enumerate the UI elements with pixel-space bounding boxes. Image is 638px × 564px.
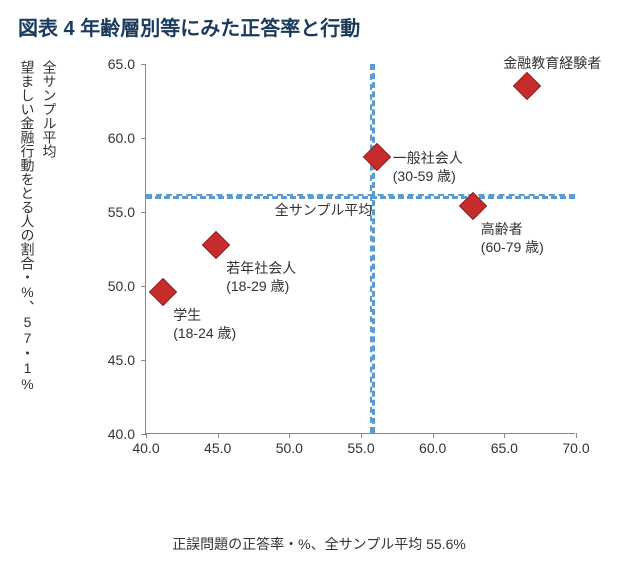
data-point-label-main: 学生 (173, 306, 236, 324)
data-point-label-main: 若年社会人 (226, 259, 296, 277)
data-point-label-main: 金融教育経験者 (503, 54, 601, 72)
y-tick (141, 360, 146, 361)
data-point-label: 学生(18-24 歳) (173, 306, 236, 342)
x-axis-label: 正誤問題の正答率・%、全サンプル平均 55.6% (0, 534, 638, 554)
data-point-marker (202, 230, 230, 258)
x-tick (504, 433, 505, 438)
y-axis-label-line2: 全サンプル平均 (40, 60, 58, 158)
reference-label: 全サンプル平均 (275, 200, 373, 220)
x-tick-label: 70.0 (553, 440, 599, 456)
y-tick-label: 45.0 (85, 352, 135, 368)
reference-line-horizontal (146, 194, 575, 199)
data-point-label: 金融教育経験者 (503, 54, 601, 72)
reference-line-vertical (370, 64, 375, 433)
y-tick (141, 286, 146, 287)
data-point-label-sub: (30-59 歳) (393, 167, 463, 185)
data-point-label-main: 一般社会人 (393, 149, 463, 167)
x-tick (289, 433, 290, 438)
data-point-label: 高齢者(60-79 歳) (481, 220, 544, 256)
y-tick-label: 50.0 (85, 278, 135, 294)
y-tick (141, 138, 146, 139)
x-tick-label: 65.0 (481, 440, 527, 456)
data-point-label-sub: (60-79 歳) (481, 238, 544, 256)
y-tick-label: 65.0 (85, 56, 135, 72)
y-axis-label-line1: 望ましい金融行動をとる人の割合・%、 (18, 60, 36, 314)
data-point-label-sub: (18-24 歳) (173, 324, 236, 342)
x-tick (433, 433, 434, 438)
y-axis-label: 望ましい金融行動をとる人の割合・%、 全サンプル平均 57・1% (18, 60, 74, 392)
data-point-label-sub: (18-29 歳) (226, 277, 296, 295)
data-point-marker (513, 72, 541, 100)
chart-title: 図表 4 年齢層別等にみた正答率と行動 (0, 0, 638, 41)
x-tick (146, 433, 147, 438)
data-point-label-main: 高齢者 (481, 220, 544, 238)
x-tick (576, 433, 577, 438)
data-point-marker (363, 143, 391, 171)
data-point-label: 若年社会人(18-29 歳) (226, 259, 296, 295)
data-point-label: 一般社会人(30-59 歳) (393, 149, 463, 185)
data-point-marker (149, 278, 177, 306)
y-tick-label: 55.0 (85, 204, 135, 220)
chart-area: 40.045.050.055.060.065.040.045.050.055.0… (100, 52, 600, 472)
x-tick-label: 50.0 (266, 440, 312, 456)
x-tick (218, 433, 219, 438)
y-tick-label: 60.0 (85, 130, 135, 146)
y-tick (141, 64, 146, 65)
x-tick-label: 60.0 (410, 440, 456, 456)
y-axis-label-line2b: 57・1% (18, 314, 36, 392)
x-tick-label: 55.0 (338, 440, 384, 456)
x-tick-label: 40.0 (123, 440, 169, 456)
y-tick (141, 212, 146, 213)
x-tick (361, 433, 362, 438)
x-tick-label: 45.0 (195, 440, 241, 456)
plot-region: 40.045.050.055.060.065.040.045.050.055.0… (145, 64, 575, 434)
